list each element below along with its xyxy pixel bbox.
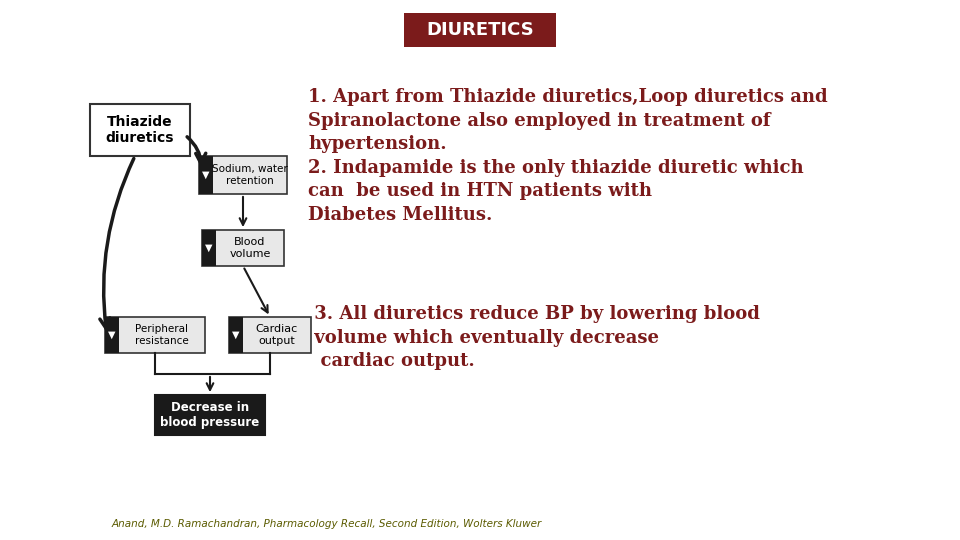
Text: Sodium, water
retention: Sodium, water retention	[212, 164, 288, 186]
FancyBboxPatch shape	[202, 230, 216, 266]
Text: 1. Apart from Thiazide diuretics,Loop diuretics and
Spiranolactone also employed: 1. Apart from Thiazide diuretics,Loop di…	[308, 88, 828, 224]
FancyBboxPatch shape	[105, 317, 119, 353]
FancyBboxPatch shape	[404, 13, 556, 47]
Text: Thiazide
diuretics: Thiazide diuretics	[106, 115, 175, 145]
Text: 3. All diuretics reduce BP by lowering blood
 volume which eventually decrease
 : 3. All diuretics reduce BP by lowering b…	[308, 305, 760, 370]
Text: Blood
volume: Blood volume	[229, 237, 271, 259]
Text: ▼: ▼	[108, 330, 116, 340]
FancyBboxPatch shape	[199, 156, 213, 194]
FancyBboxPatch shape	[229, 317, 311, 353]
Text: Cardiac
output: Cardiac output	[256, 324, 299, 346]
Text: Peripheral
resistance: Peripheral resistance	[135, 324, 189, 346]
Text: DIURETICS: DIURETICS	[426, 21, 534, 39]
FancyBboxPatch shape	[90, 104, 190, 156]
FancyBboxPatch shape	[202, 230, 284, 266]
FancyBboxPatch shape	[229, 317, 243, 353]
FancyBboxPatch shape	[105, 317, 205, 353]
Text: ▼: ▼	[203, 170, 209, 180]
Text: Decrease in
blood pressure: Decrease in blood pressure	[160, 401, 259, 429]
Text: ▼: ▼	[205, 243, 213, 253]
Text: Anand, M.D. Ramachandran, Pharmacology Recall, Second Edition, Wolters Kluwer: Anand, M.D. Ramachandran, Pharmacology R…	[112, 519, 542, 529]
FancyBboxPatch shape	[155, 395, 265, 435]
FancyBboxPatch shape	[199, 156, 287, 194]
Text: ▼: ▼	[232, 330, 240, 340]
